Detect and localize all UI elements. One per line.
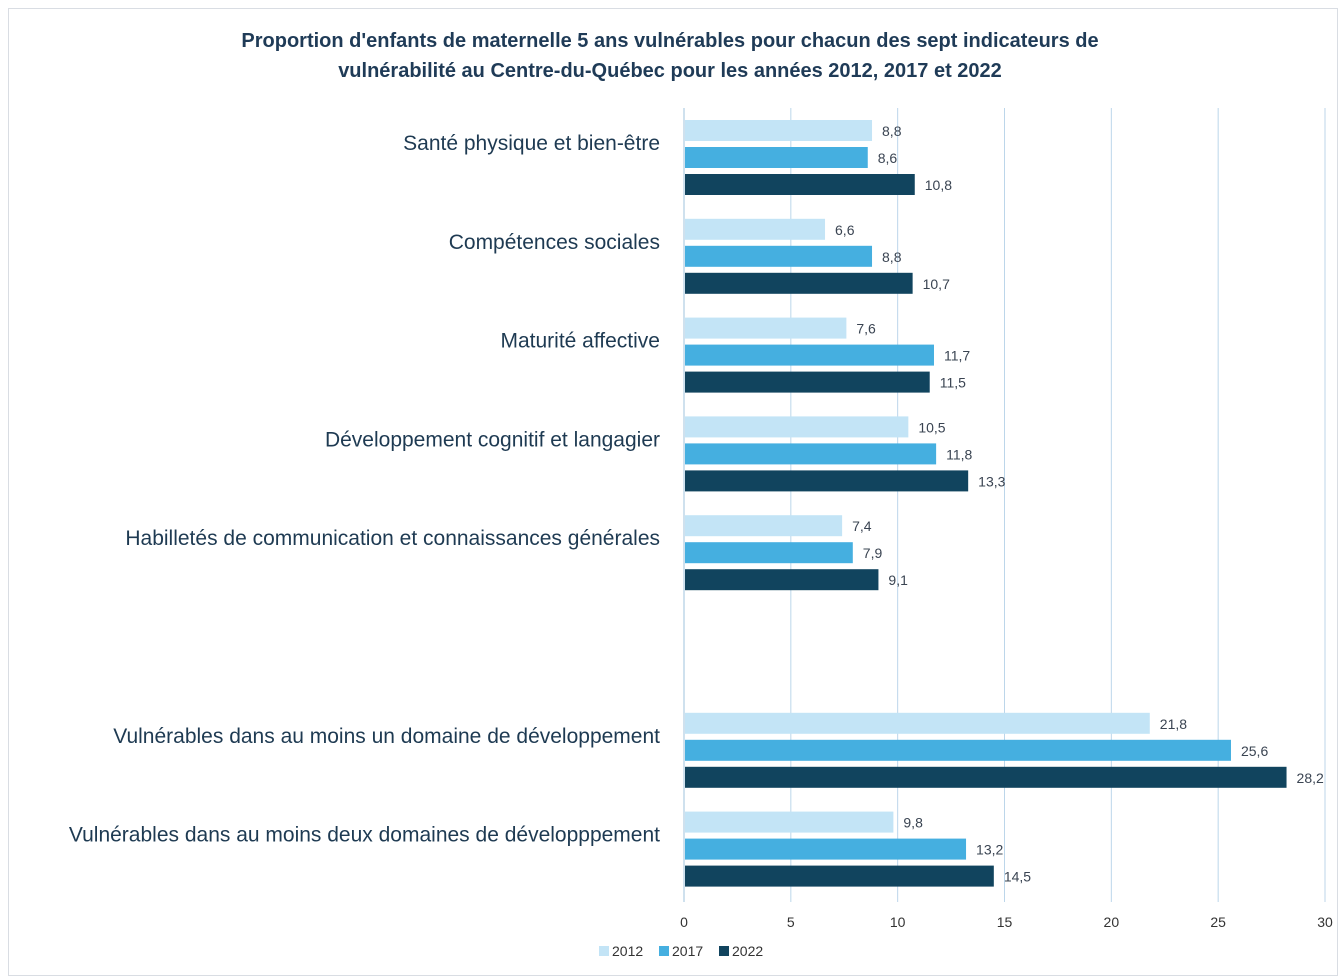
value-label-2022-0: 10,8: [925, 177, 952, 193]
value-label-2012-0: 8,8: [882, 123, 902, 139]
bar-2022-1: [685, 272, 913, 294]
bar-2012-2: [685, 317, 847, 339]
legend-label-2017: 2017: [672, 943, 703, 959]
bar-2017-6: [685, 739, 1231, 761]
bar-2012-6: [685, 712, 1150, 734]
bar-2012-4: [685, 515, 843, 537]
value-label-2012-2: 7,6: [856, 321, 876, 337]
legend-swatch-2017: [659, 946, 669, 956]
value-label-2017-4: 7,9: [863, 545, 883, 561]
category-label-6: Vulnérables dans au moins un domaine de …: [113, 725, 660, 748]
bar-2012-7: [685, 811, 894, 833]
category-label-1: Compétences sociales: [449, 231, 660, 254]
x-tick-label-20: 20: [1104, 914, 1120, 930]
chart-title-line-1: Proportion d'enfants de maternelle 5 ans…: [241, 30, 1099, 52]
x-tick-label-10: 10: [890, 914, 906, 930]
value-label-2012-3: 10,5: [918, 419, 945, 435]
bar-2022-7: [685, 865, 994, 887]
value-label-2017-3: 11,8: [946, 446, 972, 462]
value-label-2017-7: 13,2: [976, 842, 1003, 858]
value-label-2017-6: 25,6: [1241, 743, 1268, 759]
legend-label-2012: 2012: [612, 943, 643, 959]
bar-2022-3: [685, 470, 969, 492]
category-label-0: Santé physique et bien-être: [403, 132, 660, 155]
bar-2017-2: [685, 344, 934, 366]
x-tick-label-30: 30: [1317, 914, 1333, 930]
value-label-2012-7: 9,8: [903, 815, 923, 831]
value-label-2022-2: 11,5: [940, 375, 966, 391]
x-tick-label-0: 0: [680, 914, 688, 930]
bar-2017-7: [685, 838, 967, 860]
chart-title: Proportion d'enfants de maternelle 5 ans…: [0, 26, 1340, 86]
value-label-2022-1: 10,7: [923, 276, 950, 292]
x-tick-label-15: 15: [997, 914, 1013, 930]
value-label-2012-6: 21,8: [1160, 716, 1187, 732]
chart-title-line-2: vulnérabilité au Centre-du-Québec pour l…: [338, 60, 1002, 82]
x-tick-label-5: 5: [787, 914, 795, 930]
value-label-2012-4: 7,4: [852, 518, 872, 534]
value-label-2022-3: 13,3: [978, 473, 1005, 489]
bar-2022-2: [685, 371, 930, 393]
bar-2022-4: [685, 569, 879, 591]
bar-2017-0: [685, 147, 868, 168]
value-label-2017-2: 11,7: [944, 348, 970, 364]
category-label-7: Vulnérables dans au moins deux domaines …: [69, 824, 660, 847]
legend-swatch-2022: [719, 946, 729, 956]
value-label-2017-1: 8,8: [882, 249, 902, 265]
bar-2012-0: [685, 120, 873, 141]
legend-swatch-2012: [599, 946, 609, 956]
bar-2017-3: [685, 443, 937, 465]
category-label-3: Développement cognitif et langagier: [325, 428, 660, 451]
bar-2017-4: [685, 542, 853, 564]
value-label-2012-1: 6,6: [835, 222, 855, 238]
value-label-2022-6: 28,2: [1297, 770, 1324, 786]
bar-2017-1: [685, 245, 873, 267]
value-label-2017-0: 8,6: [878, 150, 898, 166]
category-label-4: Habilletés de communication et connaissa…: [125, 527, 660, 550]
bar-2012-1: [685, 218, 826, 240]
legend-label-2022: 2022: [732, 943, 763, 959]
chart-frame: [8, 8, 1338, 976]
category-label-2: Maturité affective: [500, 330, 660, 353]
value-label-2022-7: 14,5: [1004, 869, 1031, 885]
bar-2012-3: [685, 416, 909, 438]
value-label-2022-4: 9,1: [888, 572, 908, 588]
bar-2022-0: [685, 174, 915, 195]
bar-2022-6: [685, 766, 1287, 788]
x-tick-label-25: 25: [1210, 914, 1226, 930]
